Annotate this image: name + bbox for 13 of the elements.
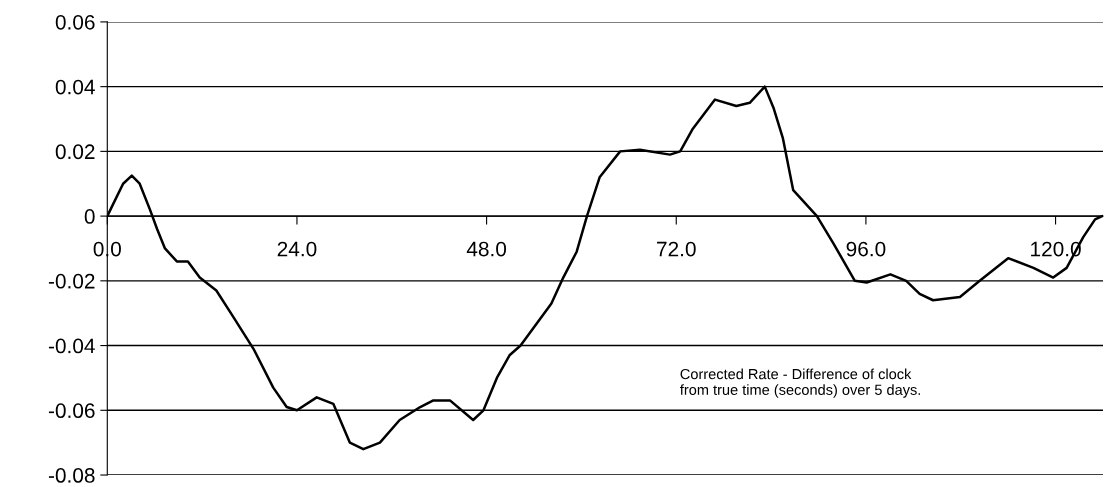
x-tick-label: 96.0: [846, 241, 886, 257]
y-tick-label: -0.08: [48, 468, 95, 483]
y-tick-label: -0.04: [48, 338, 95, 354]
y-tick-label: 0.04: [55, 79, 95, 95]
y-tick-label: -0.02: [48, 273, 95, 289]
x-tick-label: 24.0: [277, 241, 317, 257]
y-tick-label: 0: [84, 209, 95, 224]
y-tick-label: -0.06: [48, 403, 95, 419]
x-tick-label: 48.0: [466, 241, 507, 257]
annotation: Corrected Rate - Difference of clock from true time (seconds) over 5 days.: [680, 368, 921, 398]
y-tick-label: 0.02: [55, 144, 95, 160]
y-tick-label: 0.06: [55, 14, 95, 30]
x-tick-label: 72.0: [657, 241, 696, 257]
